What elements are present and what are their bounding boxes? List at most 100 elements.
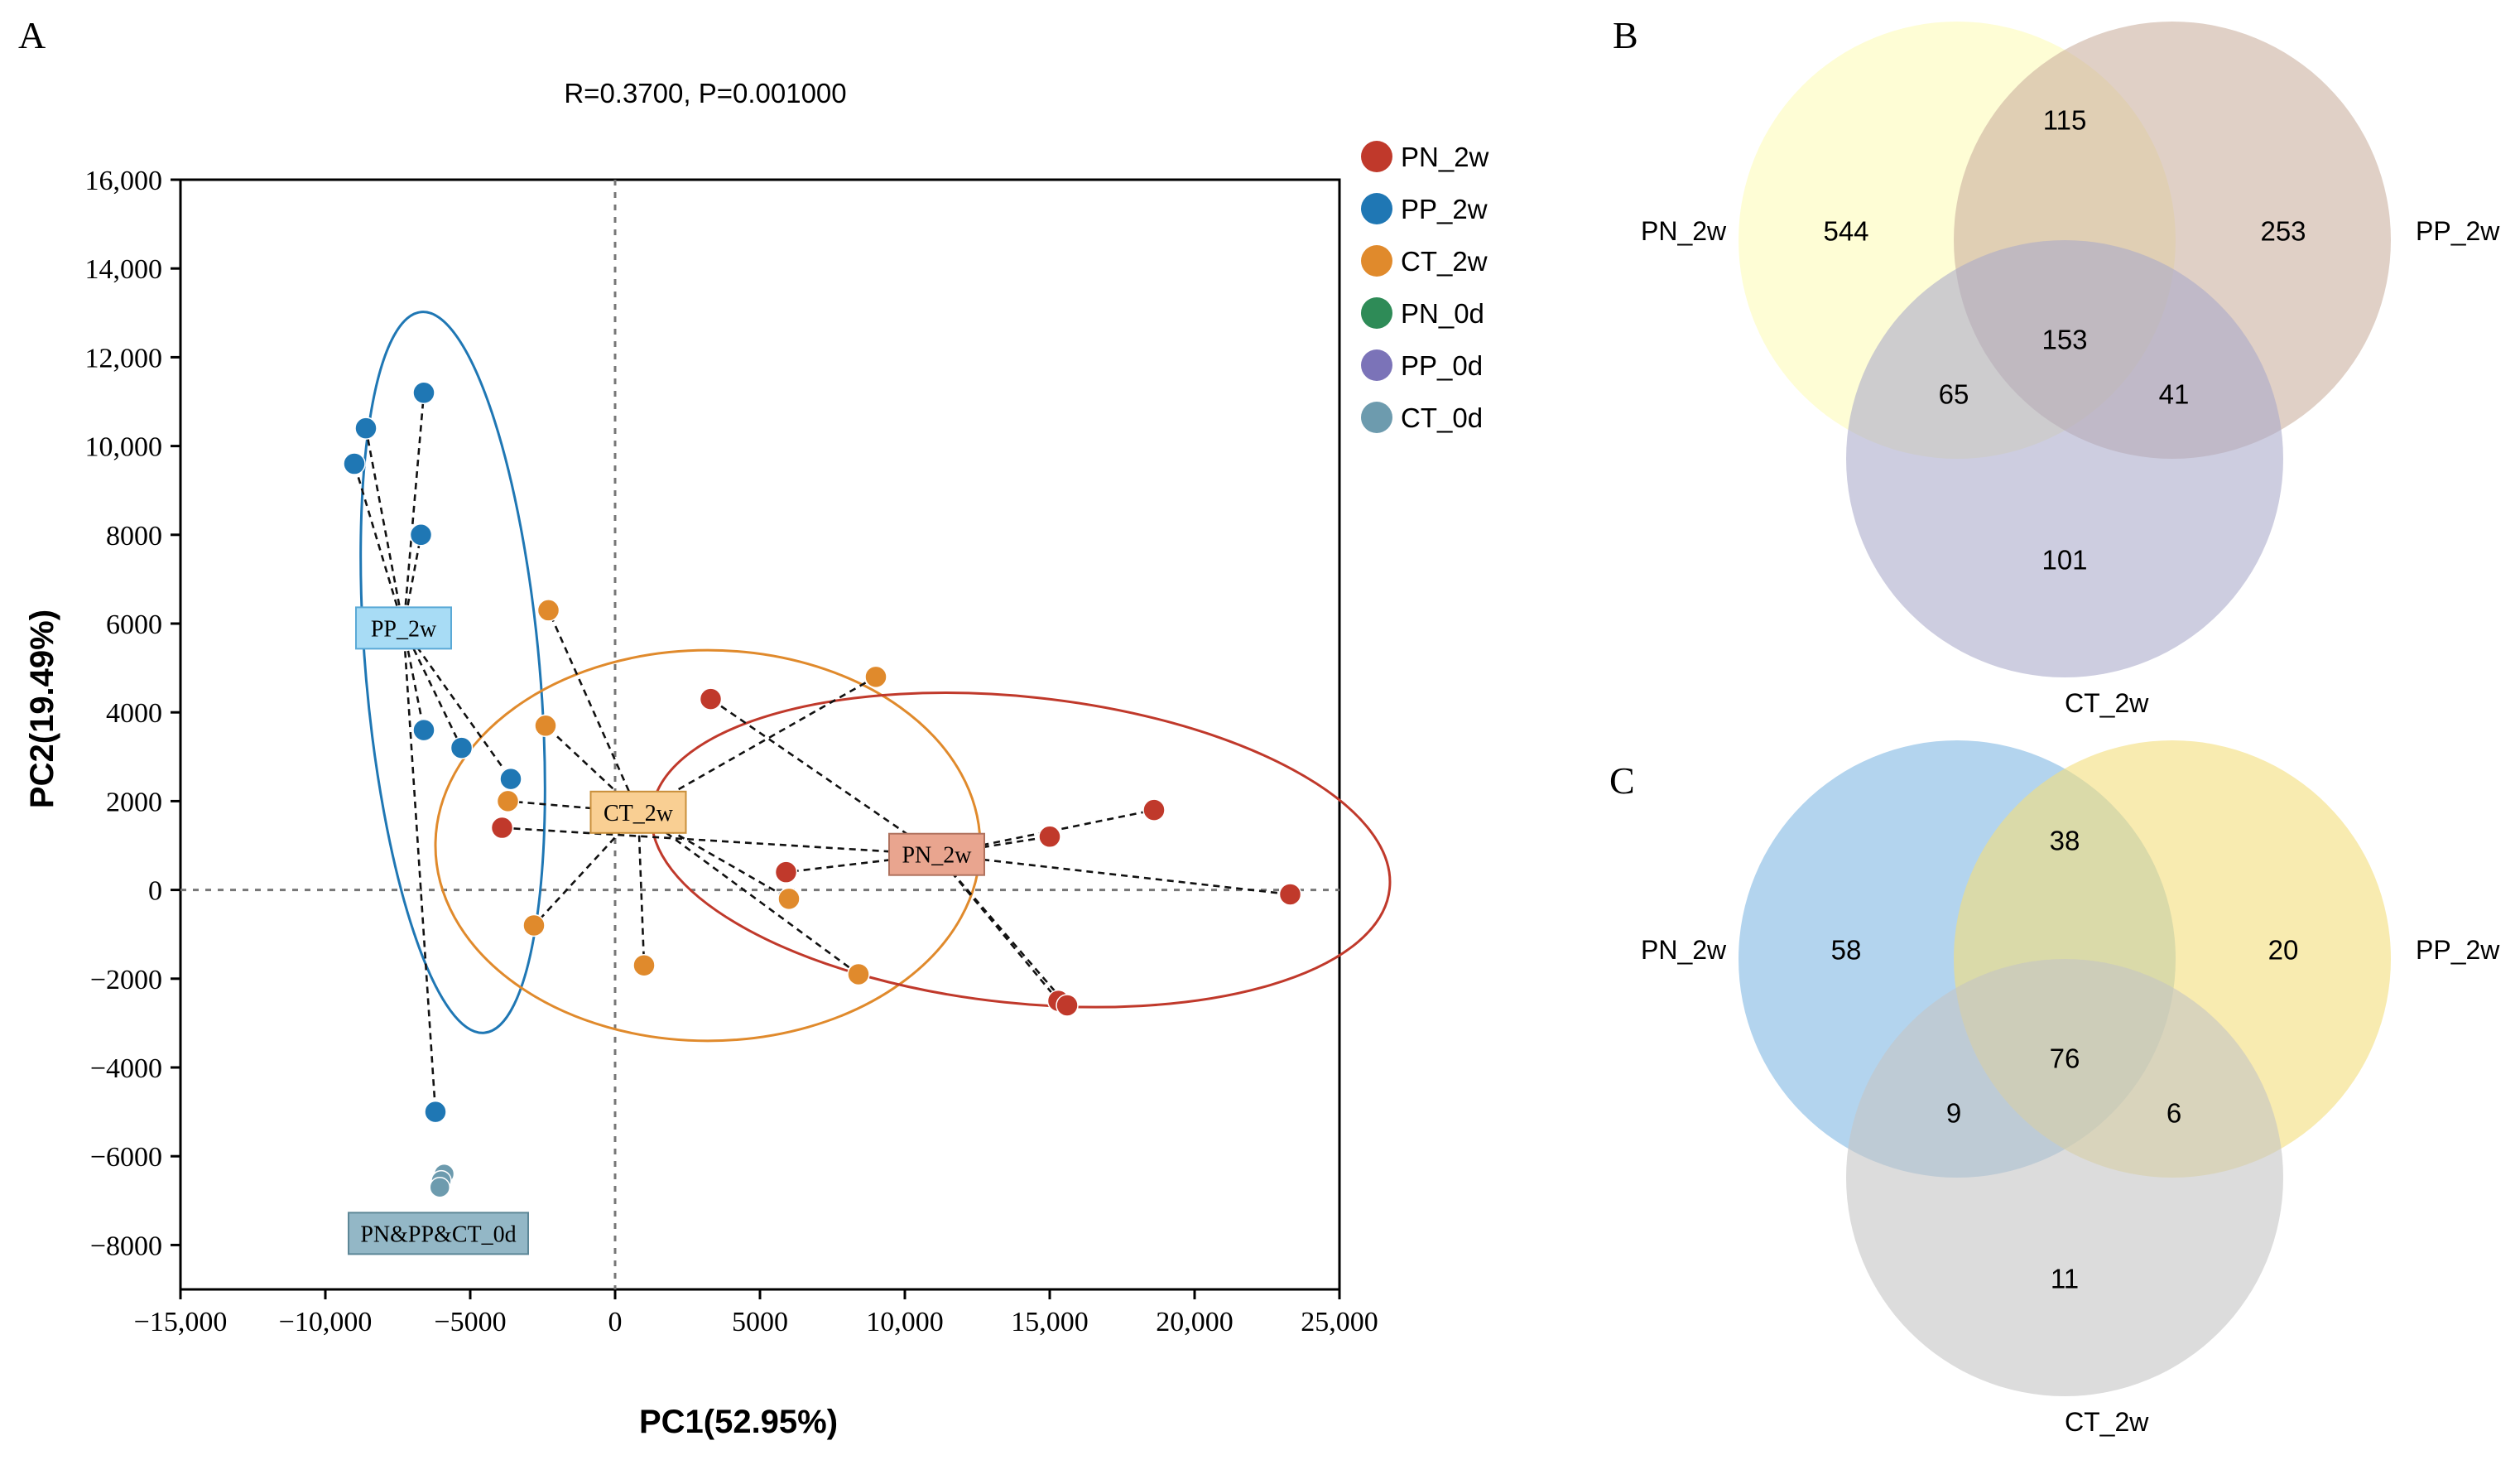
spoke-pp-2w xyxy=(402,627,512,780)
venn-c-label-bottom: CT_2w xyxy=(2065,1407,2149,1437)
point-pn-2w xyxy=(1278,883,1302,906)
legend-item-pp-2w: PP_2w xyxy=(1361,193,1488,224)
y-tick-label: 2000 xyxy=(106,787,162,817)
x-tick-label: 20,000 xyxy=(1156,1307,1234,1337)
venn-c-count-left-right: 38 xyxy=(2050,826,2080,856)
legend-item-pn-0d: PN_0d xyxy=(1361,297,1484,329)
pca-panel: A R=0.3700, P=0.001000 −15,000 −10,000 −50… xyxy=(18,14,1489,1440)
x-axis-label: PC1(52.95%) xyxy=(639,1404,838,1440)
point-ct-2w xyxy=(522,913,546,937)
point-ct-2w xyxy=(847,962,870,986)
svg-text:PP_2w: PP_2w xyxy=(1401,194,1488,224)
svg-text:CT_2w: CT_2w xyxy=(1401,246,1488,277)
venn-b-count-all: 153 xyxy=(2041,325,2087,355)
x-tick-label: 0 xyxy=(608,1307,623,1337)
spoke-pn-2w xyxy=(935,853,1068,1006)
point-ct-2w xyxy=(777,887,801,911)
point-ct-2w xyxy=(496,789,520,813)
spoke-pp-2w xyxy=(353,463,405,629)
point-ct-0d xyxy=(429,1176,450,1198)
spoke-ct-2w xyxy=(637,812,646,966)
plot-frame xyxy=(179,178,1341,1291)
y-tick-label: 16,000 xyxy=(85,166,163,196)
x-tick-label: 15,000 xyxy=(1011,1307,1089,1337)
venn-c-count-all: 76 xyxy=(2050,1043,2080,1074)
y-tick-label: 12,000 xyxy=(85,343,163,373)
svg-text:PN&PP&CT_0d: PN&PP&CT_0d xyxy=(360,1221,516,1247)
ellipse-pn-2w xyxy=(650,691,1392,1009)
svg-text:PN_2w: PN_2w xyxy=(902,843,972,869)
y-tick-label: −8000 xyxy=(90,1231,162,1261)
y-tick-label: −6000 xyxy=(90,1142,162,1173)
spoke-ct-2w xyxy=(545,725,639,813)
venn-c-count-left-bottom: 9 xyxy=(1946,1098,1961,1129)
point-pp-2w xyxy=(424,1100,447,1124)
point-pp-2w xyxy=(412,381,435,405)
point-ct-2w xyxy=(534,714,557,738)
point-pn-2w xyxy=(699,687,723,711)
x-tick-label: −15,000 xyxy=(134,1307,228,1337)
svg-text:PN_0d: PN_0d xyxy=(1401,298,1484,329)
spoke-ct-2w xyxy=(637,811,859,976)
points xyxy=(343,381,1302,1198)
point-pn-2w xyxy=(774,860,798,884)
spoke-ct-2w xyxy=(507,800,639,814)
spoke-pp-2w xyxy=(402,393,426,629)
venn-b-count-left-bottom: 65 xyxy=(1939,379,1969,410)
spoke-pp-2w xyxy=(402,627,463,749)
group-label-pn-2w: PN_2w xyxy=(888,832,985,876)
venn-c-count-only-left: 58 xyxy=(1831,935,1862,966)
x-tick-label: −10,000 xyxy=(279,1307,373,1337)
point-pp-2w xyxy=(354,417,378,440)
y-tick-label: 8000 xyxy=(106,521,162,552)
point-pn-2w xyxy=(490,816,514,840)
x-axis: −15,000 −10,000 −5000 0 5000 10,000 15,000 20,0… xyxy=(134,1289,1378,1337)
venn-panel-b: B PN_2w PP_2w CT_2w 544 115 253 153 65 4… xyxy=(1613,14,2500,718)
point-pn-2w xyxy=(1142,798,1166,822)
spoke-pp-2w xyxy=(402,628,437,1112)
group-label-ct-2w: CT_2w xyxy=(589,790,687,834)
venn-b-label-left: PN_2w xyxy=(1641,216,1727,246)
venn-c-count-only-right: 20 xyxy=(2268,935,2299,966)
venn-c-count-only-bottom: 11 xyxy=(2051,1264,2079,1294)
group-label-ct-0d: PN&PP&CT_0d xyxy=(348,1212,529,1255)
legend-item-pp-0d: PP_0d xyxy=(1361,349,1483,381)
spokes xyxy=(353,393,1291,1188)
y-tick-label: 0 xyxy=(148,876,162,907)
spoke-pn-2w xyxy=(936,853,1291,896)
point-pp-2w xyxy=(343,452,366,475)
legend-item-ct-0d: CT_0d xyxy=(1361,402,1483,433)
x-tick-label: 10,000 xyxy=(866,1307,944,1337)
venn-c-set-bottom xyxy=(1846,959,2283,1396)
legend: PN_2w PP_2w CT_2w PN_0d PP_0d CT_0d xyxy=(1361,141,1489,433)
point-pn-2w xyxy=(1038,825,1061,849)
ellipse-pp-2w xyxy=(359,311,546,1034)
svg-text:CT_2w: CT_2w xyxy=(604,801,674,826)
point-pn-2w xyxy=(1056,994,1079,1017)
pca-stats-title: R=0.3700, P=0.001000 xyxy=(564,78,846,108)
x-tick-label: 25,000 xyxy=(1301,1307,1378,1337)
point-pp-2w xyxy=(412,718,435,742)
venn-b-set-bottom xyxy=(1846,240,2283,677)
venn-c-label-right: PP_2w xyxy=(2416,935,2500,965)
spoke-ct-2w xyxy=(547,610,640,813)
venn-c-label-left: PN_2w xyxy=(1641,935,1727,965)
venn-b-count-only-right: 253 xyxy=(2260,216,2306,247)
venn-b-label-bottom: CT_2w xyxy=(2065,688,2149,718)
x-tick-label: 5000 xyxy=(732,1307,788,1337)
x-tick-label: −5000 xyxy=(434,1307,506,1337)
venn-b-count-right-bottom: 41 xyxy=(2159,379,2190,410)
venn-b-count-only-left: 544 xyxy=(1823,216,1868,247)
y-axis-label: PC2(19.49%) xyxy=(24,610,60,808)
point-ct-2w xyxy=(864,665,887,689)
point-ct-2w xyxy=(536,599,560,622)
point-pp-2w xyxy=(499,767,522,791)
spoke-pn-2w xyxy=(936,835,1051,856)
point-ct-2w xyxy=(632,953,656,977)
panel-letter-b: B xyxy=(1613,14,1638,56)
venn-b-count-left-right: 115 xyxy=(2043,105,2087,136)
y-tick-label: 6000 xyxy=(106,610,162,640)
y-tick-label: −2000 xyxy=(90,965,162,995)
point-pp-2w xyxy=(450,736,474,759)
